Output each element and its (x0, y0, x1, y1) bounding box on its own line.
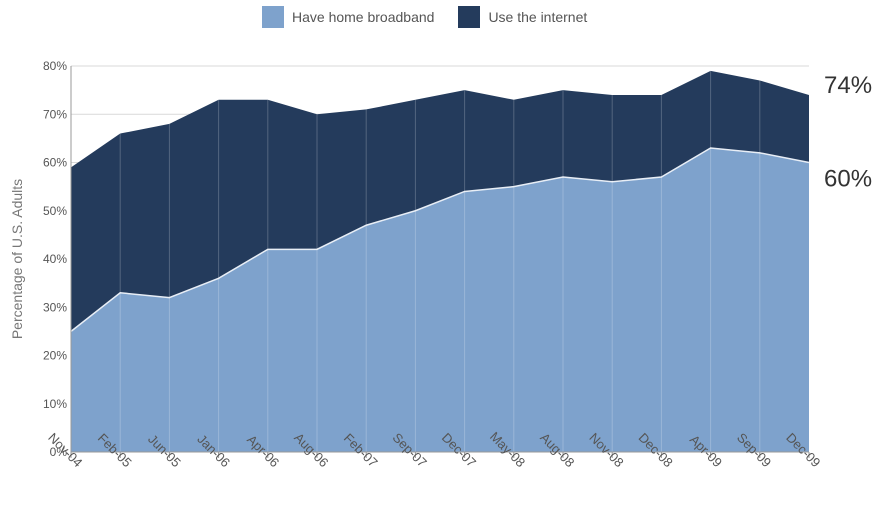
y-tick-label: 0% (50, 445, 68, 459)
y-tick-label: 20% (43, 349, 67, 363)
legend-label-internet: Use the internet (488, 9, 588, 25)
y-tick-label: 40% (43, 252, 67, 266)
legend-item-internet[interactable]: Use the internet (458, 6, 587, 28)
y-axis-title: Percentage of U.S. Adults (9, 179, 25, 339)
areas (70, 70, 810, 452)
legend-item-broadband[interactable]: Have home broadband (262, 6, 434, 28)
broadband-edge-line (70, 147, 810, 332)
y-tick-label: 50% (43, 204, 67, 218)
y-tick-label: 10% (43, 397, 67, 411)
y-tick-label: 70% (43, 107, 67, 121)
legend-swatch-broadband (262, 6, 284, 28)
vertical-gridlines (119, 70, 761, 452)
axes (70, 66, 810, 458)
y-tick-label: 30% (43, 300, 67, 314)
end-label-broadband: 60% (824, 166, 872, 193)
legend-label-broadband: Have home broadband (292, 9, 435, 25)
y-tick-label: 80% (43, 59, 67, 73)
legend-swatch-internet (458, 6, 481, 28)
end-label-internet: 74% (824, 72, 872, 99)
y-tick-label: 60% (43, 156, 67, 170)
legend: Have home broadband Use the internet (262, 6, 587, 28)
area-have-home-broadband[interactable] (71, 148, 809, 452)
